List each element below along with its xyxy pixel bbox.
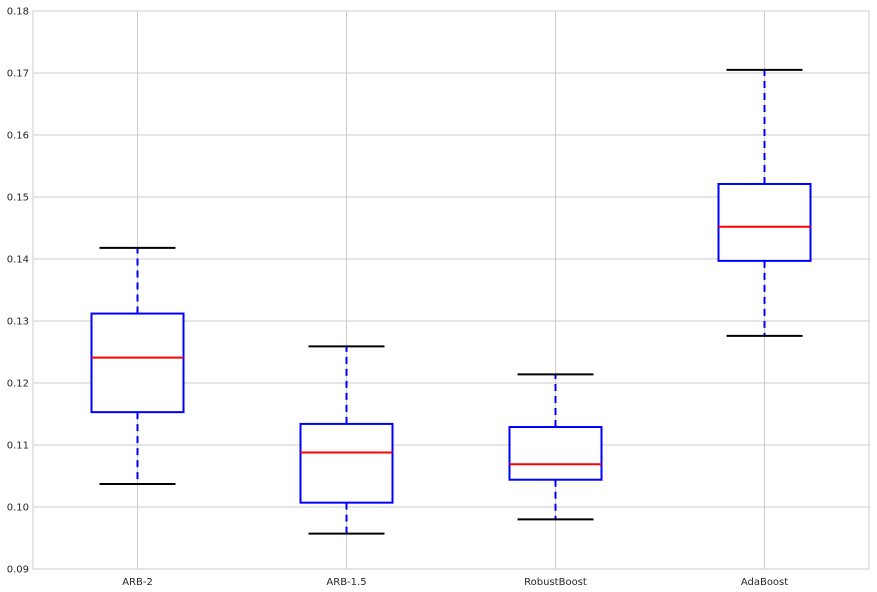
plot-frame <box>32 10 870 570</box>
y-tick-label: 0.14 <box>7 255 29 266</box>
box-group-robustboost <box>508 373 603 521</box>
box-group-arb-2 <box>90 246 185 486</box>
x-tick-label: ARB-2 <box>122 577 153 588</box>
y-tick-label: 0.09 <box>7 565 29 576</box>
iqr-box <box>717 182 812 262</box>
y-tick-label: 0.13 <box>7 317 29 328</box>
x-tick-label: RobustBoost <box>524 577 587 588</box>
iqr-box <box>90 312 185 414</box>
y-tick-label: 0.15 <box>7 193 29 204</box>
y-tick-labels: 0.09 0.10 0.11 0.12 0.13 0.14 0.15 0.16 0.17 0.18 <box>7 7 29 576</box>
x-tick-label: AdaBoost <box>741 577 788 588</box>
x-tick-label: ARB-1.5 <box>326 577 366 588</box>
y-tick-label: 0.18 <box>7 7 29 18</box>
y-tick-label: 0.10 <box>7 503 29 514</box>
boxes <box>90 68 812 535</box>
box-group-arb-1.5 <box>299 345 394 535</box>
iqr-box <box>508 426 603 481</box>
y-tick-label: 0.16 <box>7 131 29 142</box>
y-tick-label: 0.11 <box>7 441 29 452</box>
x-tick-labels: ARB-2 ARB-1.5 RobustBoost AdaBoost <box>122 577 788 588</box>
y-tick-label: 0.12 <box>7 379 29 390</box>
y-tick-label: 0.17 <box>7 69 29 80</box>
box-group-adaboost <box>717 68 812 337</box>
plot-background <box>33 11 869 569</box>
iqr-box <box>299 422 394 504</box>
